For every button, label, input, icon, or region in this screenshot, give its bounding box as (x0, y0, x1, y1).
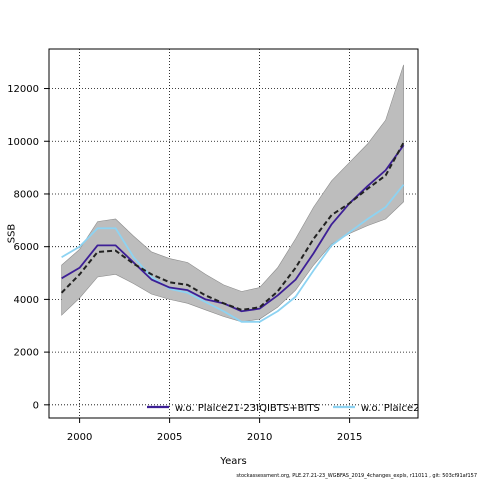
x-tick-label: 2000 (67, 432, 92, 443)
y-tick-label: 10000 (7, 137, 39, 148)
series-line-base-run (60, 142, 405, 311)
y-tick-label: 2000 (14, 348, 39, 359)
legend-label: w.o. Plaice21-23IQIBTS+BITS (175, 403, 320, 414)
footer-source-note: stockassessment.org, PLE.27.21-23_WGBFAS… (236, 473, 477, 479)
series-lines-layer (60, 142, 405, 323)
tick-layer: 2000 2005 2010 2015 0 2000 4000 6000 8000 10000 12… (7, 84, 362, 443)
confidence-band-layer (61, 64, 404, 323)
x-axis-title: Years (219, 456, 246, 467)
plot-frame (48, 48, 419, 419)
y-tick-label: 8000 (14, 189, 39, 200)
confidence-band (61, 64, 404, 323)
y-tick-label: 4000 (14, 295, 39, 306)
x-tick-label: 2005 (157, 432, 182, 443)
x-tick-label: 2010 (247, 432, 272, 443)
x-tick-label: 2015 (337, 432, 362, 443)
legend-label: w.o. Plaice2 (361, 403, 419, 414)
y-axis-title: SSB (7, 224, 18, 244)
y-tick-label: 6000 (14, 242, 39, 253)
y-tick-label: 0 (33, 400, 39, 411)
series-line-w-o-plaice2 (61, 184, 405, 323)
legend: w.o. Plaice21-23IQIBTS+BITS w.o. Plaice2 (147, 403, 419, 414)
y-tick-label: 12000 (7, 84, 39, 95)
